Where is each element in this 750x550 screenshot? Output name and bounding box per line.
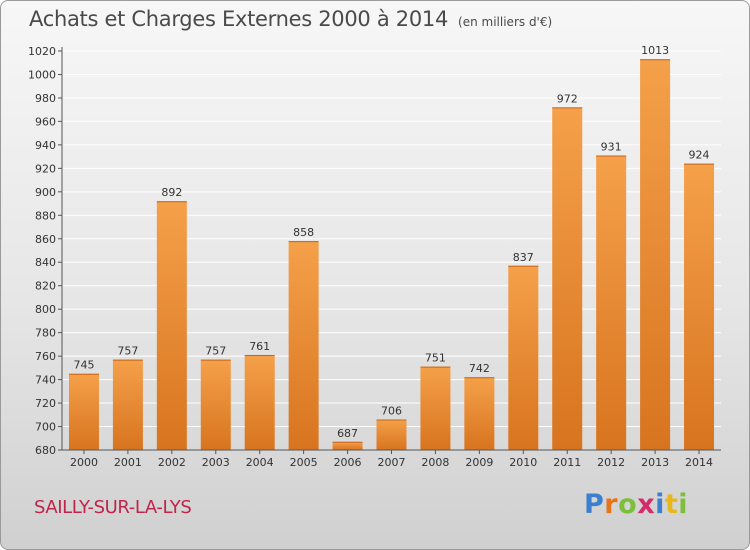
data-labels: 745 757 892 757 761 858 687 706 751 742 837 972 931 1… — [73, 44, 709, 440]
y-tick-label: 1000 — [28, 68, 56, 81]
y-tick-label: 840 — [35, 256, 56, 269]
bar — [376, 419, 407, 450]
bar — [332, 441, 363, 450]
y-tick-label: 920 — [35, 162, 56, 175]
x-tick-label: 2002 — [158, 456, 186, 469]
data-label: 757 — [117, 345, 138, 358]
x-tick-label: 2003 — [202, 456, 230, 469]
proxiti-logo-letter: o — [618, 489, 638, 520]
y-tick-label: 740 — [35, 374, 56, 387]
data-label: 972 — [557, 92, 578, 105]
bar — [684, 163, 715, 451]
data-label: 706 — [381, 404, 402, 417]
x-tick-label: 2006 — [334, 456, 362, 469]
x-tick-label: 2014 — [685, 456, 713, 469]
x-tick-label: 2005 — [290, 456, 318, 469]
data-label: 892 — [161, 186, 182, 199]
y-tick-label: 820 — [35, 280, 56, 293]
proxiti-logo-letter: P — [584, 489, 605, 520]
bar — [596, 155, 627, 450]
data-label: 742 — [469, 362, 490, 375]
data-label: 1013 — [641, 44, 669, 57]
x-tick-label: 2010 — [509, 456, 537, 469]
bar — [508, 265, 539, 450]
y-tick-label: 940 — [35, 139, 56, 152]
x-tick-label: 2001 — [114, 456, 142, 469]
bar — [200, 359, 231, 450]
data-label: 761 — [249, 340, 270, 353]
x-tick-label: 2007 — [378, 456, 406, 469]
bar — [552, 107, 583, 451]
bar — [420, 366, 451, 450]
axes: 680 700 720 740 760 780 800 820 840 860 880 900 920 9… — [28, 45, 721, 469]
bar — [640, 59, 671, 450]
y-tick-label: 1020 — [28, 45, 56, 58]
y-tick-label: 880 — [35, 209, 56, 222]
bar — [112, 359, 143, 450]
data-label: 837 — [513, 251, 534, 264]
x-tick-label: 2011 — [553, 456, 581, 469]
chart-title-text: Achats et Charges Externes 2000 à 2014 — [29, 7, 449, 31]
bar — [244, 354, 275, 450]
data-label: 751 — [425, 352, 446, 365]
x-tick-label: 2004 — [246, 456, 274, 469]
y-tick-label: 780 — [35, 327, 56, 340]
x-tick-label: 2008 — [421, 456, 449, 469]
chart-subtitle: (en milliers d'€) — [458, 15, 553, 29]
x-tick-label: 2000 — [70, 456, 98, 469]
y-tick-label: 760 — [35, 350, 56, 363]
data-label: 924 — [689, 149, 710, 162]
proxiti-logo-letter: i — [678, 489, 689, 520]
proxiti-logo-letter: i — [655, 489, 665, 520]
bar — [68, 373, 99, 450]
proxiti-logo[interactable]: Proxiti — [584, 489, 688, 520]
data-label: 757 — [205, 345, 226, 358]
x-tick-label: 2012 — [597, 456, 625, 469]
data-label: 858 — [293, 226, 314, 239]
data-label: 687 — [337, 427, 358, 440]
proxiti-logo-letter: r — [604, 489, 619, 520]
y-tick-label: 700 — [35, 421, 56, 434]
y-tick-label: 860 — [35, 233, 56, 246]
y-tick-label: 680 — [35, 444, 56, 457]
data-label: 931 — [601, 140, 622, 153]
y-tick-label: 800 — [35, 303, 56, 316]
bar — [156, 201, 187, 450]
x-tick-label: 2013 — [641, 456, 669, 469]
y-tick-label: 720 — [35, 397, 56, 410]
x-tick-label: 2009 — [465, 456, 493, 469]
y-tick-label: 960 — [35, 115, 56, 128]
bar — [288, 241, 319, 450]
commune-name: SAILLY-SUR-LA-LYS — [34, 497, 192, 518]
data-label: 745 — [73, 359, 94, 372]
proxiti-logo-letter: t — [664, 489, 679, 520]
bar — [464, 377, 495, 450]
chart-title: Achats et Charges Externes 2000 à 2014 (e… — [29, 7, 552, 31]
proxiti-logo-letter: x — [637, 489, 656, 520]
bars — [68, 59, 715, 451]
y-tick-label: 980 — [35, 92, 56, 105]
y-tick-label: 900 — [35, 186, 56, 199]
